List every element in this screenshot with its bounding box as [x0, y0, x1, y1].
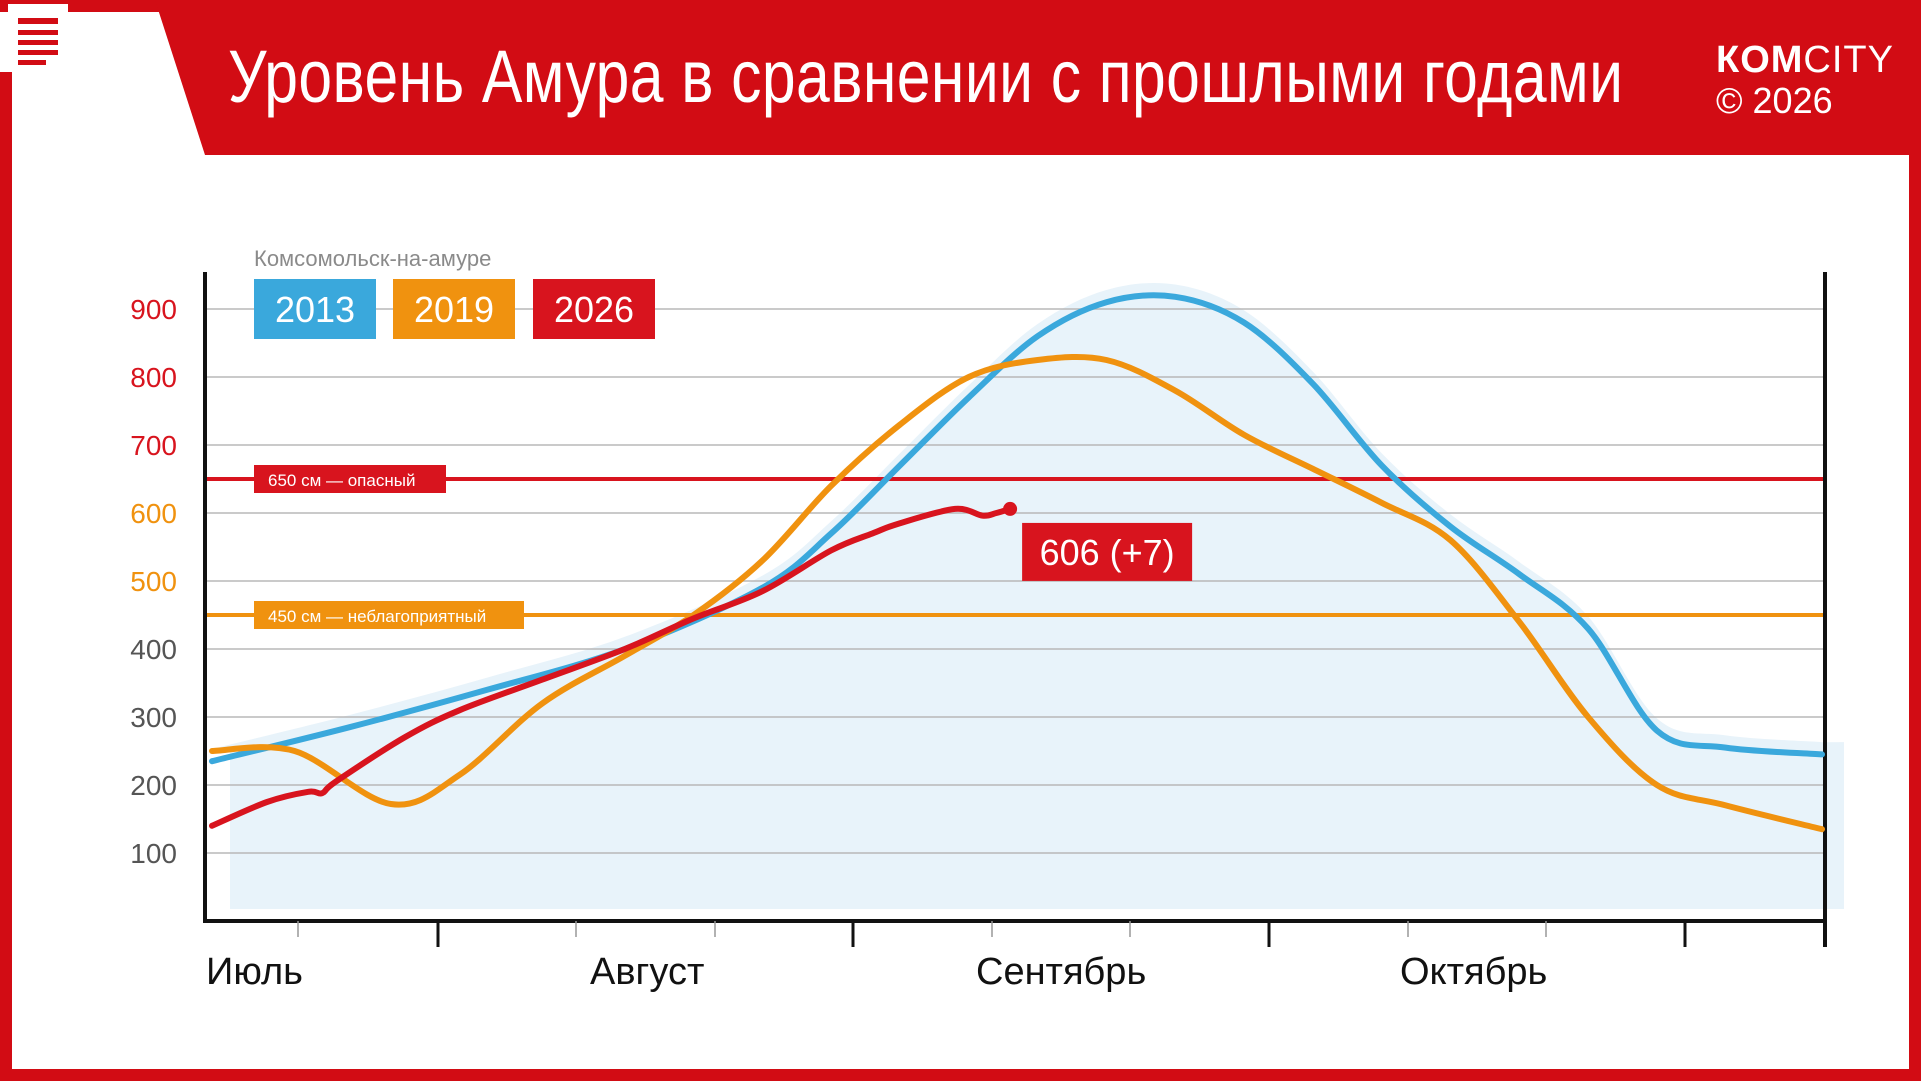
- copyright-text: © 2026: [1716, 80, 1833, 121]
- y-tick-label-800: 800: [130, 362, 177, 393]
- threshold-label-450: 450 см — неблагоприятный: [268, 607, 486, 626]
- annotation-bg: [1022, 522, 1193, 581]
- legend-label-2019: 2019: [414, 289, 494, 330]
- brand-name-light: CITY: [1803, 39, 1894, 81]
- threshold-label-650: 650 см — опасный: [268, 471, 415, 490]
- y-tick-label-600: 600: [130, 498, 177, 529]
- threshold-label-bg-450: [254, 601, 524, 629]
- y-tick-label-700: 700: [130, 430, 177, 461]
- legend-box-2013: [254, 279, 376, 339]
- x-month-label-2: Сентябрь: [976, 951, 1146, 993]
- shaded-area: [212, 282, 1844, 910]
- y-tick-label-400: 400: [130, 634, 177, 665]
- header-shape: [155, 0, 1921, 155]
- series-line-2026: [209, 505, 1014, 829]
- y-tick-label-100: 100: [130, 838, 177, 869]
- page-title: Уровень Амура в сравнении с прошлыми год…: [228, 35, 1624, 118]
- y-tick-label-300: 300: [130, 702, 177, 733]
- series-line-2019: [209, 353, 1825, 833]
- x-month-label-0: Июль: [206, 951, 303, 993]
- legend-label-2013: 2013: [275, 289, 355, 330]
- brand-block: КОМCITY © 2026: [1716, 40, 1894, 122]
- legend-box-2026: [533, 279, 655, 339]
- y-tick-label-500: 500: [130, 566, 177, 597]
- threshold-label-bg-650: [254, 465, 446, 493]
- legend-label-2026: 2026: [554, 289, 634, 330]
- annotation-label: 606 (+7): [1040, 532, 1175, 573]
- y-tick-label-900: 900: [130, 294, 177, 325]
- brand-name-bold: КОМ: [1716, 39, 1804, 81]
- chart-subtitle: Комсомольск-на-амуре: [254, 246, 491, 271]
- series-endpoint-2026: [1003, 501, 1018, 516]
- header-banner: Уровень Амура в сравнении с прошлыми год…: [0, 0, 1921, 155]
- newspaper-logo-icon: [0, 4, 68, 72]
- x-month-label-3: Октябрь: [1400, 951, 1547, 993]
- x-month-label-1: Август: [590, 951, 704, 993]
- y-tick-label-200: 200: [130, 770, 177, 801]
- legend-box-2019: [393, 279, 515, 339]
- brand-name: КОМCITY: [1716, 40, 1894, 80]
